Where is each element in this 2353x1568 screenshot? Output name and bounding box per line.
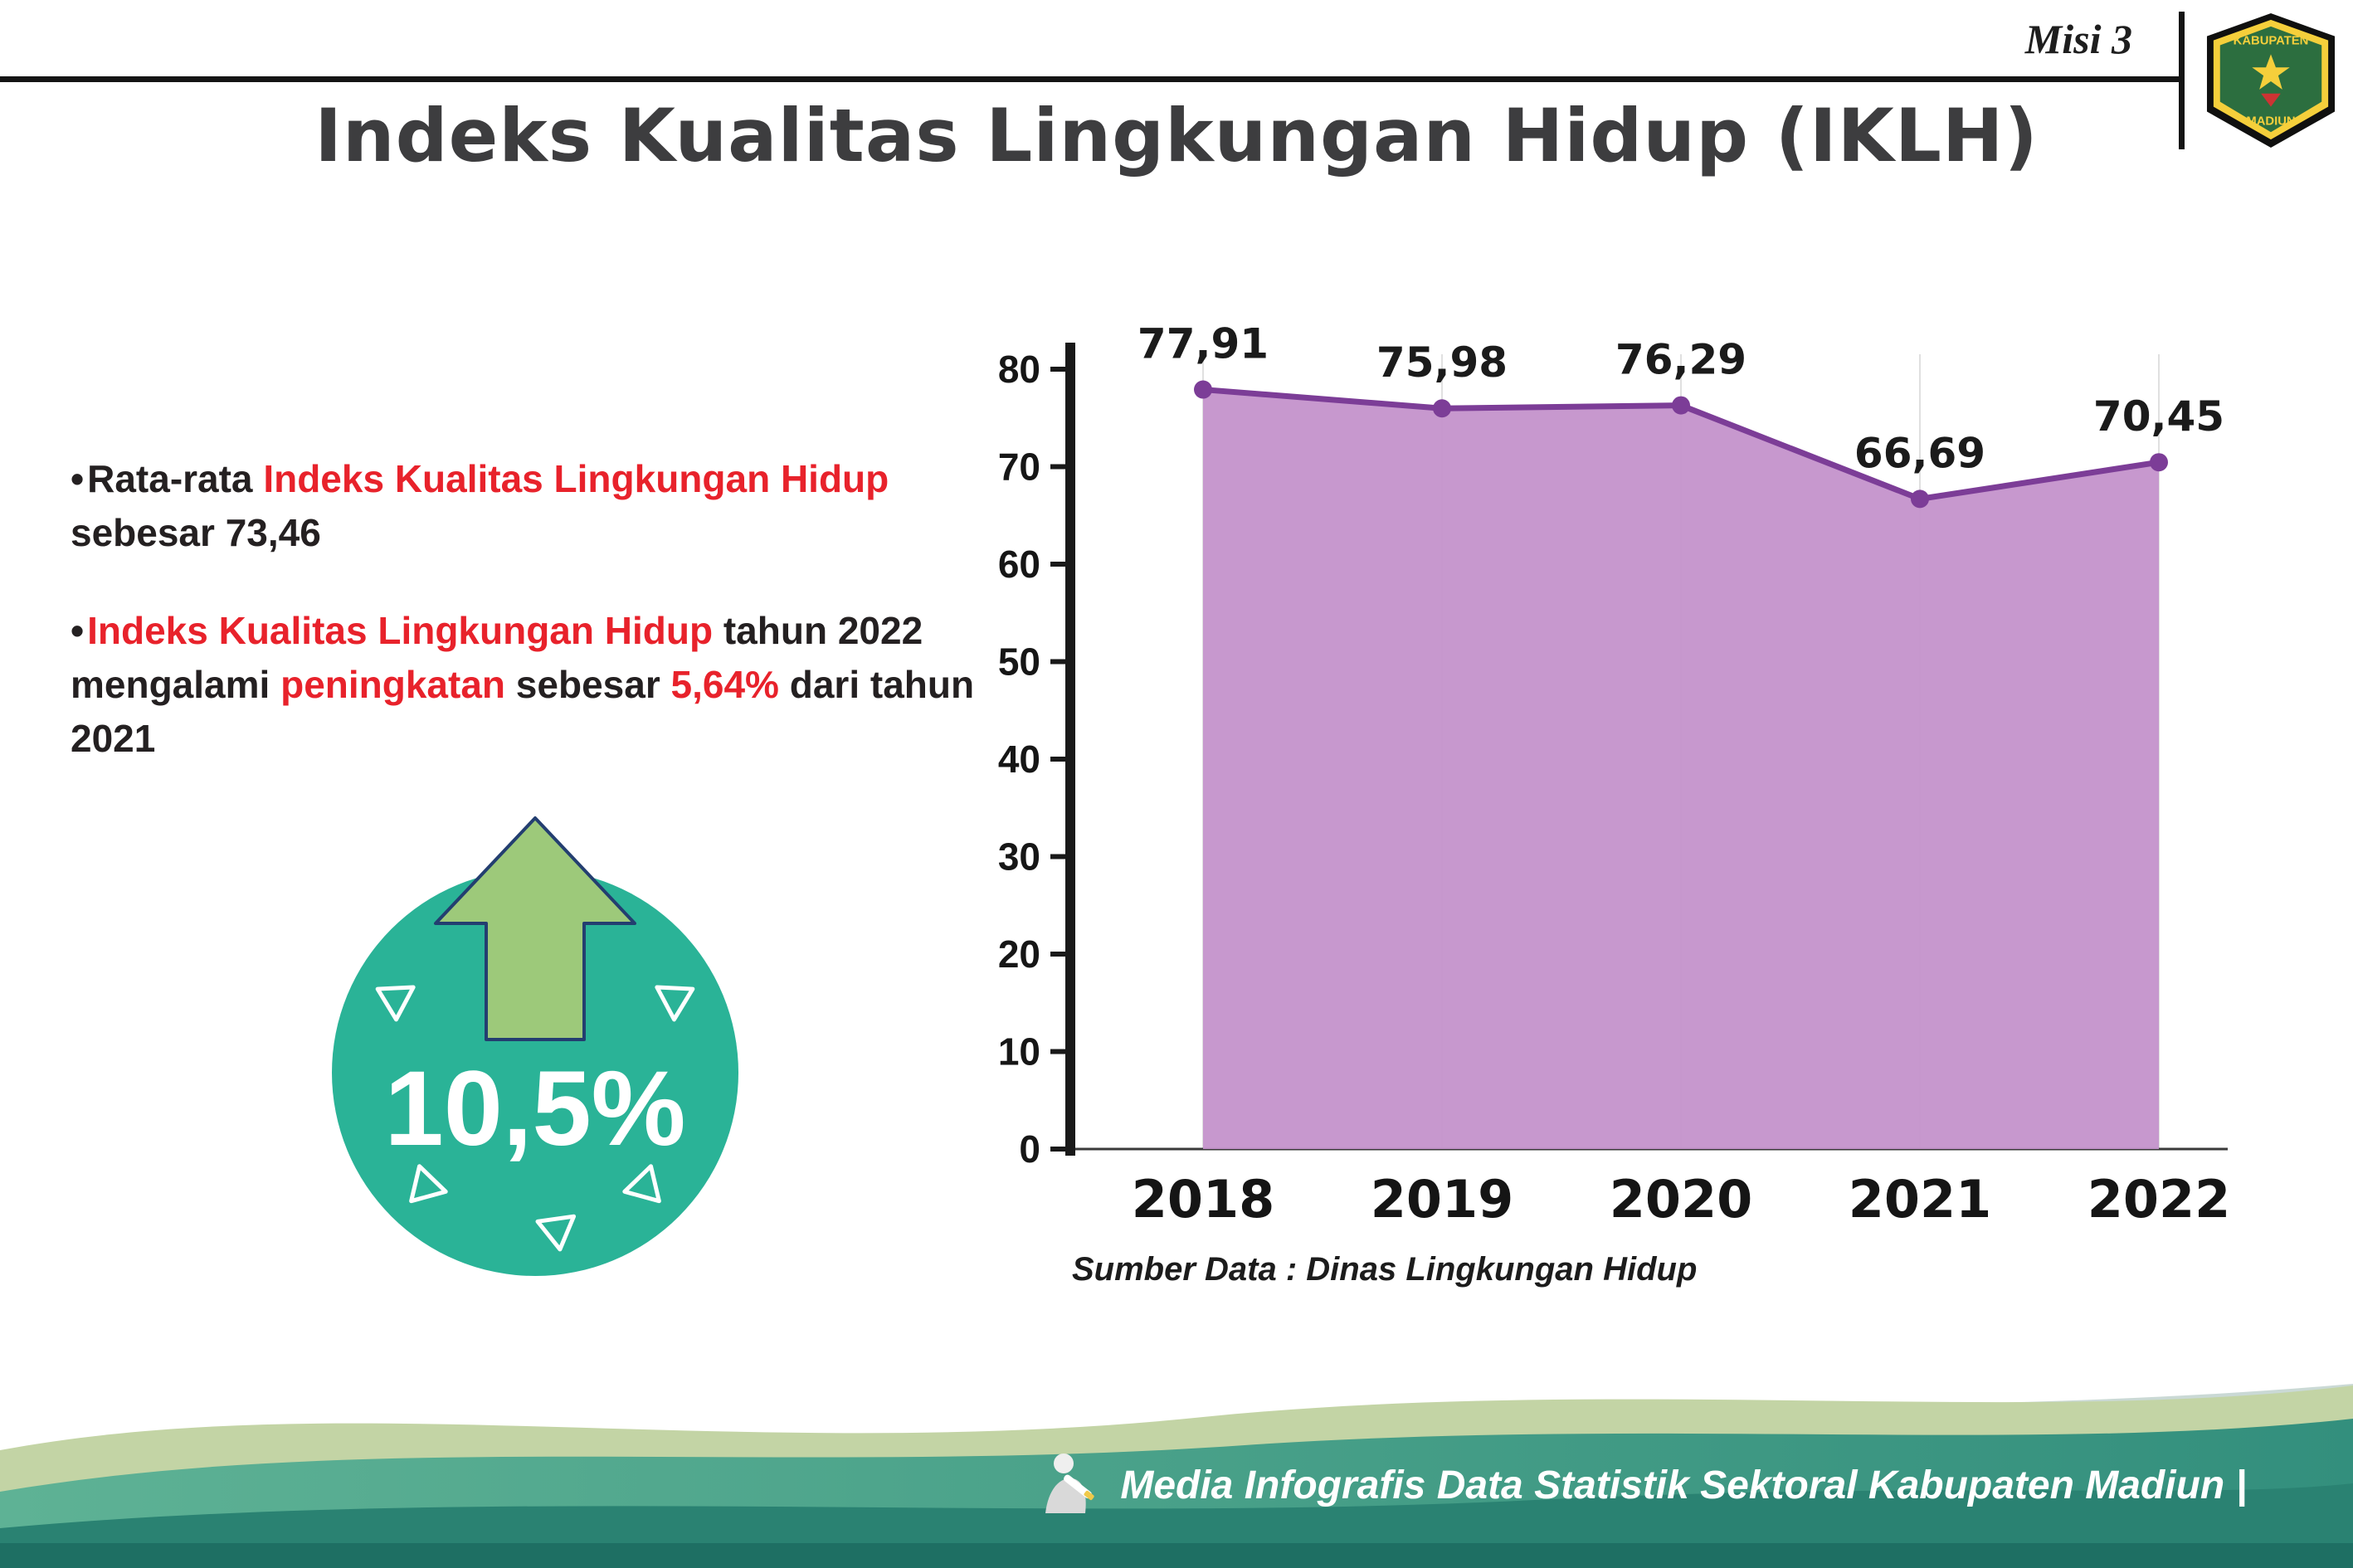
footer-bottom-bar <box>0 1543 2353 1568</box>
x-axis-label: 2020 <box>1610 1169 1753 1230</box>
top-divider-line <box>0 76 2180 82</box>
data-point <box>1433 399 1451 418</box>
data-point <box>2150 453 2168 472</box>
page-title: Indeks Kualitas Lingkungan Hidup (IKLH) <box>314 93 2039 178</box>
logo-corner-line <box>2179 12 2185 149</box>
bullet-item: •Indeks Kualitas Lingkungan Hidup tahun … <box>71 608 975 761</box>
y-axis-line <box>1065 343 1075 1156</box>
badge-value: 10,5% <box>385 1049 686 1168</box>
badge-ring-triangles <box>375 985 695 1252</box>
y-axis-label: 30 <box>998 835 1040 879</box>
y-axis-label: 70 <box>998 446 1040 489</box>
badge-circle <box>332 869 738 1276</box>
data-source-label: Sumber Data : Dinas Lingkungan Hidup <box>1072 1251 1698 1288</box>
y-axis-label: 0 <box>1019 1127 1040 1171</box>
area-fill <box>1203 389 2159 1149</box>
data-label: 75,98 <box>1376 338 1508 387</box>
footer-caption: Media Infografis Data Statistik Sektoral… <box>1034 1450 2247 1520</box>
data-label: 76,29 <box>1615 336 1746 384</box>
footer-banner: Media Infografis Data Statistik Sektoral… <box>0 1352 2353 1568</box>
x-axis-label: 2022 <box>2087 1169 2231 1230</box>
data-label: 77,91 <box>1138 320 1269 368</box>
y-axis-label: 60 <box>998 543 1040 586</box>
y-axis-label: 10 <box>998 1030 1040 1074</box>
misi-label: Misi 3 <box>2024 16 2132 62</box>
y-axis-label: 40 <box>998 738 1040 781</box>
data-label: 66,69 <box>1854 429 1985 477</box>
data-point <box>1911 489 1929 509</box>
data-point <box>1194 380 1212 399</box>
footer-waves <box>0 1384 2353 1568</box>
x-axis-label: 2019 <box>1371 1169 1514 1230</box>
y-axis-label: 80 <box>998 348 1040 391</box>
x-axis-label: 2018 <box>1132 1169 1275 1230</box>
bullet-dot: • <box>71 457 85 500</box>
bullet-dot: • <box>71 608 85 652</box>
up-arrow-icon <box>434 816 636 1041</box>
y-axis-label: 50 <box>998 640 1040 684</box>
data-label: 70,45 <box>2093 392 2224 441</box>
increase-badge: 10,5% <box>332 816 738 1276</box>
footer-caption-text: Media Infografis Data Statistik Sektoral… <box>1120 1463 2247 1507</box>
summary-bullets: •Rata-rata Indeks Kualitas Lingkungan Hi… <box>71 452 975 810</box>
logo-star-icon <box>2252 54 2290 90</box>
kabupaten-madiun-logo: KABUPATEN MADIUN <box>2206 13 2336 148</box>
data-point <box>1672 396 1690 415</box>
bullet-item: •Rata-rata Indeks Kualitas Lingkungan Hi… <box>71 457 889 555</box>
iklh-area-chart: 0 10 20 30 40 50 60 70 80 77,91 75,98 76,29 66,69 70,… <box>998 320 2231 1230</box>
logo-text-kabupaten: KABUPATEN <box>2234 35 2309 48</box>
logo-chevron <box>2261 93 2281 107</box>
y-axis-label: 20 <box>998 933 1040 976</box>
logo-text-madiun: MADIUN <box>2246 114 2295 128</box>
writer-icon <box>1045 1454 1094 1513</box>
x-axis-label: 2021 <box>1849 1169 1992 1230</box>
